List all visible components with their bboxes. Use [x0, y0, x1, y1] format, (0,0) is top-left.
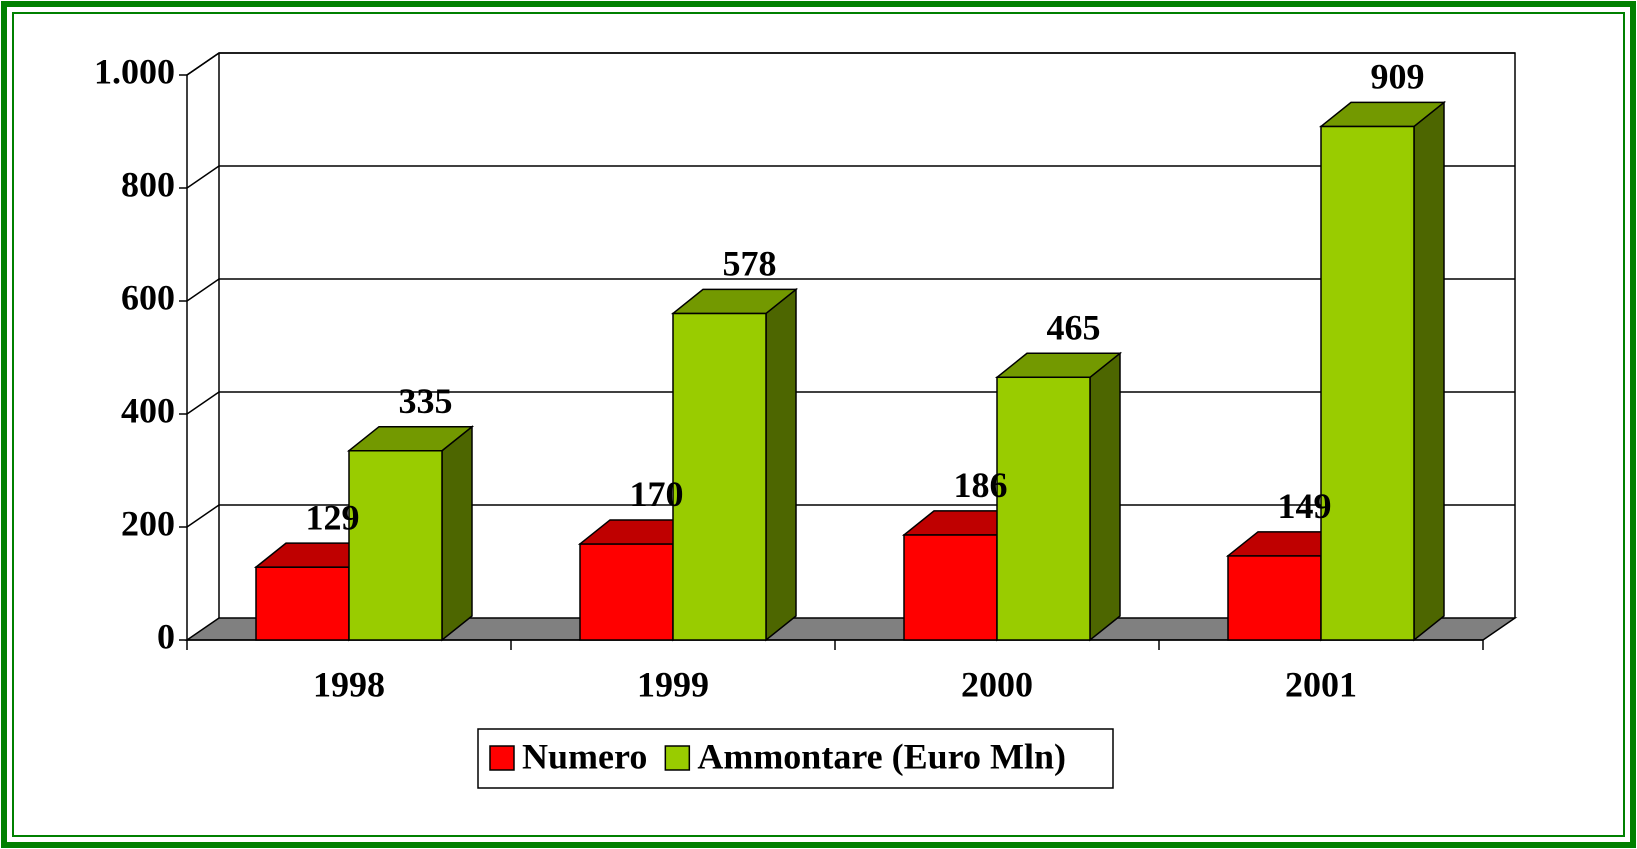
frame-inner: [12, 12, 1625, 837]
bar-front: [1320, 125, 1415, 641]
bar: [346, 425, 475, 642]
bar-top: [1318, 101, 1447, 128]
legend-label: Ammontare (Euro Mln): [697, 736, 1066, 776]
bar-front: [579, 543, 674, 641]
bar-side: [441, 425, 473, 642]
y-tick-label: 800: [121, 164, 175, 204]
y-tick-label: 600: [121, 277, 175, 317]
legend-box: [477, 728, 1114, 789]
bar-side: [765, 287, 797, 642]
bar: [670, 287, 799, 642]
bar-front: [903, 534, 998, 641]
bar: [1318, 100, 1447, 642]
legend-swatch: [664, 745, 691, 771]
data-label: 909: [1371, 57, 1425, 97]
y-tick-label: 400: [121, 390, 175, 430]
bar-front: [1227, 555, 1322, 641]
bar-front: [255, 566, 350, 641]
legend-swatch: [489, 745, 515, 771]
x-tick-label: 1999: [637, 664, 709, 704]
y-tick-label: 0: [157, 616, 175, 656]
bar: [994, 351, 1123, 642]
data-label: 129: [306, 497, 360, 537]
x-tick-label: 1998: [313, 664, 385, 704]
legend-label: Numero: [522, 736, 647, 776]
bar-side: [1089, 351, 1121, 642]
bar-top: [994, 352, 1123, 379]
bar-front: [996, 376, 1091, 641]
bar-front: [672, 312, 767, 641]
bar-front: [348, 449, 443, 641]
x-tick-label: 2000: [961, 664, 1033, 704]
y-tick-label: 200: [121, 503, 175, 543]
grid-line: [186, 391, 1515, 415]
bar-top: [346, 425, 475, 452]
data-label: 186: [954, 465, 1008, 505]
bar-side: [1413, 100, 1445, 642]
data-label: 578: [723, 244, 777, 284]
bar-top: [670, 288, 799, 315]
data-label: 149: [1278, 486, 1332, 526]
grid-line: [186, 165, 1515, 189]
grid-line: [186, 52, 1515, 76]
y-tick-label: 1.000: [94, 51, 175, 91]
data-label: 465: [1047, 308, 1101, 348]
grid-line: [186, 278, 1515, 302]
x-tick-label: 2001: [1285, 664, 1357, 704]
data-label: 335: [399, 381, 453, 421]
data-label: 170: [630, 474, 684, 514]
